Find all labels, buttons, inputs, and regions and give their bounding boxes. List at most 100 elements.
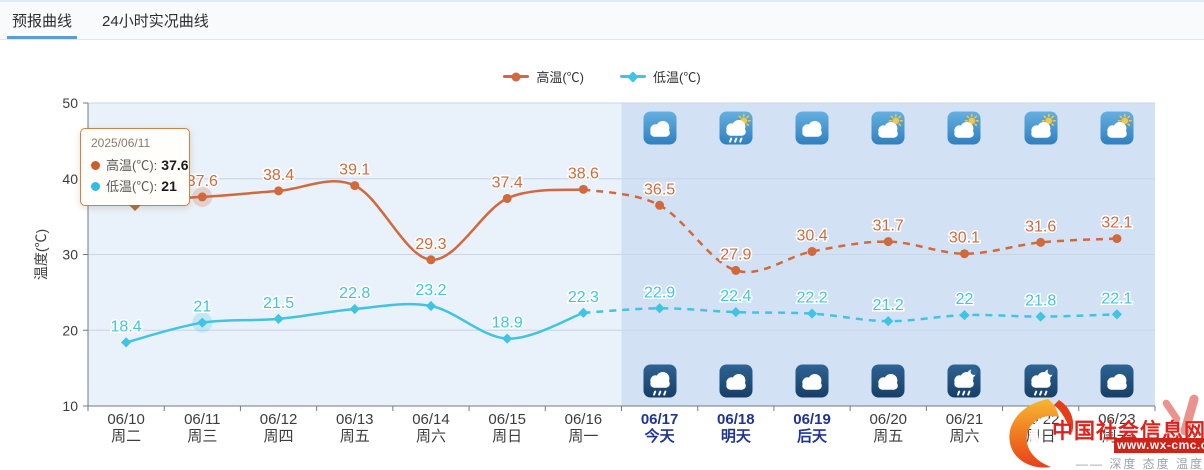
low-temp-value-label: 21.8 bbox=[1025, 293, 1056, 310]
low-temp-point[interactable] bbox=[1111, 309, 1122, 320]
legend-item-low-temp[interactable]: 低温(℃) bbox=[620, 67, 701, 86]
weather-icon-cloudy-sun bbox=[1024, 111, 1058, 145]
site-watermark: 中国社会信息网 www.wx-cmc.cn —— 深度 态度 温度 bbox=[1002, 393, 1204, 470]
high-temp-point[interactable] bbox=[502, 193, 512, 203]
high-temp-point[interactable] bbox=[655, 200, 665, 210]
x-axis-date-label: 06/19 bbox=[793, 411, 831, 428]
high-temp-point[interactable] bbox=[197, 192, 207, 202]
low-temp-value-label: 21.5 bbox=[263, 295, 294, 312]
high-temp-value-label: 38.6 bbox=[568, 165, 599, 182]
weather-icon-cloudy bbox=[643, 111, 677, 145]
high-temp-value-label: 37.6 bbox=[187, 173, 218, 190]
high-temp-point[interactable] bbox=[731, 265, 741, 275]
weather-icon-moon-rain-night bbox=[947, 364, 981, 398]
flame-logo-icon bbox=[1009, 399, 1074, 468]
high-temp-legend-marker-icon bbox=[503, 72, 530, 81]
low-temp-forecast-line bbox=[583, 307, 1117, 323]
low-temp-value-label: 23.2 bbox=[415, 282, 446, 299]
high-temp-value-label: 30.4 bbox=[796, 227, 827, 244]
low-temp-value-label: 22.9 bbox=[644, 284, 675, 301]
low-temp-dot-icon bbox=[91, 182, 100, 191]
x-axis-weekday-label: 今天 bbox=[644, 427, 676, 445]
high-temp-value-label: 31.7 bbox=[873, 218, 904, 235]
high-temp-point[interactable] bbox=[959, 249, 969, 259]
low-temp-value-label: 22.8 bbox=[339, 285, 370, 302]
weather-icon-cloudy-night bbox=[871, 364, 905, 398]
x-axis-weekday-label: 明天 bbox=[721, 428, 752, 445]
y-axis-tick-label: 10 bbox=[62, 398, 78, 414]
high-temp-point[interactable] bbox=[350, 181, 360, 191]
low-temp-value-label: 21.2 bbox=[873, 297, 904, 314]
tooltip-high-label: 高温(℃): bbox=[106, 158, 158, 173]
weather-icon-cloudy-night bbox=[719, 364, 753, 398]
high-temp-value-label: 39.1 bbox=[339, 162, 370, 179]
x-axis-weekday-label: 周五 bbox=[340, 428, 370, 445]
weather-icon-shower-sun bbox=[719, 111, 753, 145]
hover-tooltip: 2025/06/11 高温(℃): 37.6 低温(℃): 21 bbox=[80, 128, 190, 211]
legend-label-low: 低温(℃) bbox=[653, 70, 701, 85]
high-temp-value-label: 31.6 bbox=[1025, 218, 1056, 235]
chart-legend: 高温(℃) 低温(℃) bbox=[0, 67, 1204, 86]
x-axis-date-label: 06/14 bbox=[412, 411, 450, 428]
y-axis-tick-label: 20 bbox=[62, 322, 78, 338]
high-temp-value-label: 27.9 bbox=[720, 246, 751, 263]
tooltip-high-row: 高温(℃): 37.6 bbox=[91, 155, 189, 176]
x-axis-date-label: 06/23 bbox=[1098, 411, 1136, 428]
low-temp-value-label: 18.4 bbox=[111, 318, 142, 335]
low-temp-value-label: 22.3 bbox=[568, 289, 599, 306]
tooltip-low-value: 21 bbox=[161, 178, 177, 194]
x-axis-date-label: 06/18 bbox=[717, 411, 755, 428]
y-axis-tick-label: 30 bbox=[62, 247, 78, 263]
tooltip-low-label: 低温(℃): bbox=[106, 179, 158, 194]
watermark-site-url: www.wx-cmc.cn bbox=[1114, 438, 1204, 453]
legend-item-high-temp[interactable]: 高温(℃) bbox=[503, 67, 584, 86]
high-temp-point[interactable] bbox=[1112, 234, 1122, 244]
legend-label-high: 高温(℃) bbox=[536, 70, 584, 85]
high-temp-value-label: 38.4 bbox=[263, 167, 294, 184]
x-axis-weekday-label: 后天 bbox=[797, 428, 828, 445]
y-axis-tick-label: 50 bbox=[62, 95, 78, 111]
x-axis-weekday-label: 周日 bbox=[492, 428, 522, 445]
high-temp-point[interactable] bbox=[578, 184, 588, 194]
weather-icon-cloudy-sun bbox=[1100, 111, 1134, 145]
weather-icon-cloudy-sun bbox=[947, 111, 981, 145]
x-axis-date-label: 06/21 bbox=[946, 411, 984, 428]
x-axis-weekday-label: 周三 bbox=[187, 428, 217, 445]
high-temp-point[interactable] bbox=[274, 186, 284, 196]
low-temp-value-label: 22.2 bbox=[796, 290, 827, 307]
x-axis-weekday-label: 周二 bbox=[111, 428, 141, 445]
high-temp-value-label: 29.3 bbox=[415, 236, 446, 253]
high-temp-point[interactable] bbox=[1036, 237, 1046, 247]
weather-icon-rain-night bbox=[643, 364, 677, 398]
high-temp-value-label: 32.1 bbox=[1101, 215, 1132, 232]
x-axis-date-label: 06/12 bbox=[260, 411, 298, 428]
x-axis-weekday-label: 周五 bbox=[873, 428, 903, 445]
low-temp-point[interactable] bbox=[1035, 311, 1046, 322]
low-temp-value-label: 22.1 bbox=[1101, 290, 1132, 307]
watermark-site-name: 中国社会信息网 bbox=[1052, 420, 1204, 443]
x-axis-weekday-label: 周六 bbox=[949, 428, 979, 445]
tooltip-high-value: 37.6 bbox=[161, 157, 189, 173]
tab-bar: 预报曲线 24小时实况曲线 bbox=[0, 0, 1204, 40]
x-axis-date-label: 06/13 bbox=[336, 411, 374, 428]
weather-icon-cloudy-sun bbox=[871, 111, 905, 145]
y-axis-title: 温度(℃) bbox=[33, 229, 49, 280]
high-temp-point[interactable] bbox=[807, 246, 817, 256]
x-axis-date-label: 06/11 bbox=[184, 411, 220, 428]
x-axis-date-label: 06/16 bbox=[565, 411, 603, 428]
x-axis-date-label: 06/20 bbox=[869, 411, 907, 428]
tooltip-low-row: 低温(℃): 21 bbox=[91, 176, 179, 197]
tab-forecast-curve[interactable]: 预报曲线 bbox=[6, 2, 78, 39]
x-axis-date-label: 06/15 bbox=[488, 411, 526, 428]
x-axis-weekday-label: 周一 bbox=[568, 428, 598, 445]
low-temp-value-label: 22 bbox=[956, 291, 974, 308]
high-temp-point[interactable] bbox=[426, 255, 436, 265]
tab-24h-actual-curve[interactable]: 24小时实况曲线 bbox=[102, 13, 209, 30]
x-axis-date-label: 06/10 bbox=[107, 411, 145, 428]
low-temp-value-label: 18.9 bbox=[492, 315, 523, 332]
high-temp-value-label: 30.1 bbox=[949, 230, 980, 247]
high-temp-point[interactable] bbox=[883, 237, 893, 247]
